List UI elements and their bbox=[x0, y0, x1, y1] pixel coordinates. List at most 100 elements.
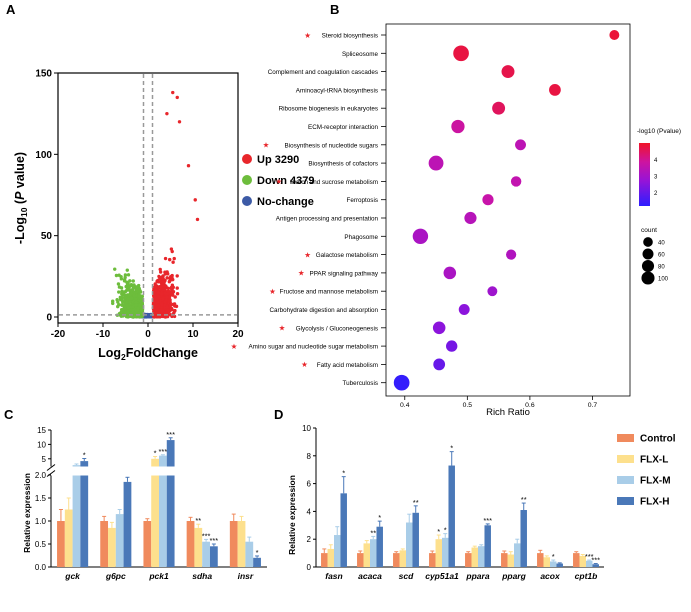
significance-mark: * bbox=[552, 552, 555, 561]
volcano-point-up bbox=[164, 292, 169, 297]
bar bbox=[550, 561, 557, 567]
bar bbox=[370, 539, 377, 567]
bar-legend: Control FLX-L FLX-M FLX-H bbox=[617, 434, 676, 508]
bar bbox=[321, 553, 328, 567]
bar-y-tick-label: 10 bbox=[302, 424, 311, 433]
bar-chart-d: fasn*acaca***scd**cyp51a1* **ppara***ppar… bbox=[287, 424, 676, 581]
volcano-legend-marker bbox=[242, 154, 252, 164]
bubble-x-tick-label: 0.7 bbox=[588, 402, 598, 409]
volcano-point-up bbox=[161, 277, 165, 281]
size-legend-label: 100 bbox=[658, 277, 669, 283]
bar-legend-label: FLX-H bbox=[640, 497, 669, 508]
bar-legend-swatch bbox=[617, 434, 634, 442]
highlight-star-icon: ★ bbox=[304, 250, 311, 259]
volcano-point-down bbox=[138, 303, 142, 307]
bar bbox=[209, 546, 218, 567]
panel-letter-d: D bbox=[274, 407, 283, 422]
pathway-label: PPAR signaling pathway bbox=[310, 270, 379, 277]
volcano-point-up bbox=[161, 284, 165, 288]
color-legend-bar bbox=[639, 143, 650, 206]
significance-mark: *** bbox=[585, 552, 594, 561]
pathway-label: Starch and sucrose metabolism bbox=[290, 179, 378, 186]
bubble-content: Steroid biosynthesis ★ Spliceosome Compleme… bbox=[231, 30, 620, 409]
volcano-y-axis-label: -Log10 (P value) bbox=[13, 152, 29, 244]
bar-chart-c-y-axis-label: Relative expression bbox=[22, 473, 32, 553]
pathway-label: Spliceosome bbox=[342, 51, 379, 58]
volcano-point-up bbox=[167, 280, 172, 284]
volcano-point-up bbox=[157, 274, 161, 279]
pathway-label: Ferroptosis bbox=[347, 197, 379, 204]
volcano-plot: -20 -10 0 10 20 0 50 100 150 Log2FoldChange -Log… bbox=[13, 69, 314, 363]
volcano-point-down bbox=[120, 298, 124, 302]
pathway-bubble bbox=[453, 45, 469, 62]
bar-y-tick-label: 5 bbox=[42, 455, 47, 464]
bar-legend-swatch bbox=[617, 476, 634, 484]
volcano-point-nochange bbox=[146, 312, 150, 317]
bar-legend-label: Control bbox=[640, 434, 676, 445]
bar bbox=[340, 493, 347, 567]
volcano-point-up bbox=[166, 286, 171, 291]
bar-legend-swatch bbox=[617, 497, 634, 505]
volcano-point-down bbox=[139, 308, 144, 313]
size-legend-label: 80 bbox=[658, 265, 665, 271]
bar bbox=[80, 461, 89, 567]
bar bbox=[592, 564, 599, 567]
bar-legend-label: FLX-L bbox=[640, 455, 668, 466]
volcano-point-down bbox=[116, 304, 120, 309]
pathway-bubble bbox=[433, 358, 446, 371]
bar bbox=[514, 543, 521, 567]
volcano-point-up bbox=[175, 292, 180, 296]
volcano-point-down bbox=[135, 288, 139, 292]
volcano-point-down bbox=[117, 273, 121, 277]
volcano-point-up bbox=[158, 284, 162, 289]
volcano-point-up bbox=[153, 282, 157, 286]
volcano-point-down bbox=[128, 297, 133, 301]
volcano-point-up bbox=[167, 290, 172, 295]
bar bbox=[586, 560, 593, 567]
volcano-point-down bbox=[123, 302, 127, 306]
volcano-point-down bbox=[134, 300, 138, 304]
volcano-point-down bbox=[122, 292, 126, 296]
bar bbox=[448, 465, 455, 567]
bar-category-label: gck bbox=[64, 571, 81, 581]
pathway-label: Antigen processing and presentation bbox=[276, 216, 379, 223]
bar-category-label: cpt1b bbox=[575, 571, 598, 581]
highlight-star-icon: ★ bbox=[275, 177, 282, 186]
bar bbox=[166, 440, 175, 567]
bar bbox=[151, 458, 159, 567]
bar bbox=[123, 481, 132, 567]
volcano-point-up bbox=[158, 270, 163, 274]
volcano-point-up bbox=[170, 273, 174, 278]
volcano-point-down bbox=[136, 285, 141, 289]
bar-category-label: acaca bbox=[358, 571, 382, 581]
volcano-point-down bbox=[120, 289, 124, 294]
pathway-bubble bbox=[609, 30, 620, 40]
pathway-bubble bbox=[506, 249, 517, 260]
significance-mark: ** bbox=[370, 528, 376, 537]
size-legend-marker bbox=[641, 259, 655, 273]
volcano-point-up bbox=[171, 260, 175, 264]
bar-chart-d-y-axis-label: Relative expression bbox=[287, 475, 297, 555]
pathway-bubble bbox=[428, 155, 444, 171]
significance-mark: * bbox=[437, 527, 440, 536]
bar bbox=[543, 557, 550, 567]
pathway-label: Phagosome bbox=[344, 234, 378, 241]
volcano-point-down bbox=[126, 297, 130, 301]
volcano-point-down bbox=[119, 277, 124, 281]
bar bbox=[143, 521, 152, 567]
volcano-point-up bbox=[160, 314, 164, 319]
panel-letter-c: C bbox=[4, 407, 14, 422]
axis-break-mark bbox=[46, 464, 56, 471]
highlight-star-icon: ★ bbox=[298, 269, 305, 278]
volcano-point-up bbox=[156, 295, 161, 299]
bar-chart-c-content: gck*g6pc***pck1*******sdha********insr*0… bbox=[35, 426, 269, 581]
volcano-point-up bbox=[166, 309, 170, 313]
bar-legend-label: FLX-M bbox=[640, 476, 671, 487]
highlight-star-icon: ★ bbox=[301, 360, 308, 369]
size-legend-marker bbox=[642, 248, 654, 260]
volcano-point-up bbox=[173, 295, 177, 299]
volcano-point-up bbox=[161, 274, 165, 278]
pathway-bubble bbox=[443, 266, 457, 280]
bar bbox=[442, 537, 449, 567]
bar bbox=[573, 553, 580, 567]
